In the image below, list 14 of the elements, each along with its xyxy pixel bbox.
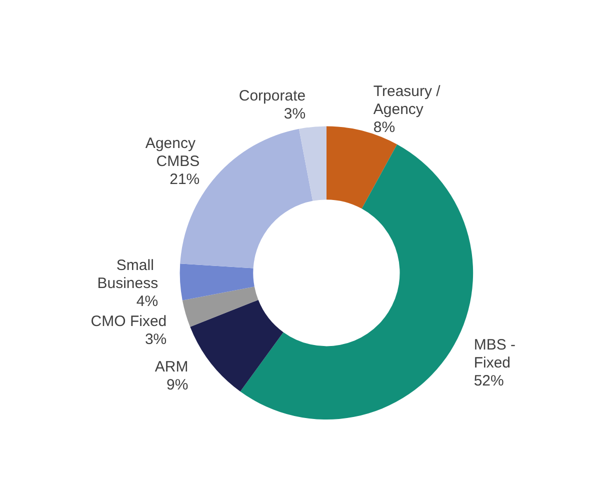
data-label: 8% — [373, 119, 396, 136]
data-label: 21% — [170, 170, 200, 188]
data-label: 9% — [166, 376, 188, 394]
slice-label: Treasury / Agency — [373, 83, 445, 118]
slice-label: CMO Fixed — [90, 312, 167, 330]
slice-label: MBS - Fixed — [474, 336, 520, 372]
slice-label: ARM — [154, 358, 188, 376]
slice-label: Small Business — [97, 256, 158, 292]
data-label: 3% — [144, 330, 167, 348]
data-label: 52% — [474, 372, 504, 390]
data-label: 3% — [284, 106, 306, 122]
slice-label: Corporate — [238, 88, 306, 104]
slice-label: Agency CMBS — [145, 134, 200, 170]
data-label: 4% — [136, 292, 158, 310]
